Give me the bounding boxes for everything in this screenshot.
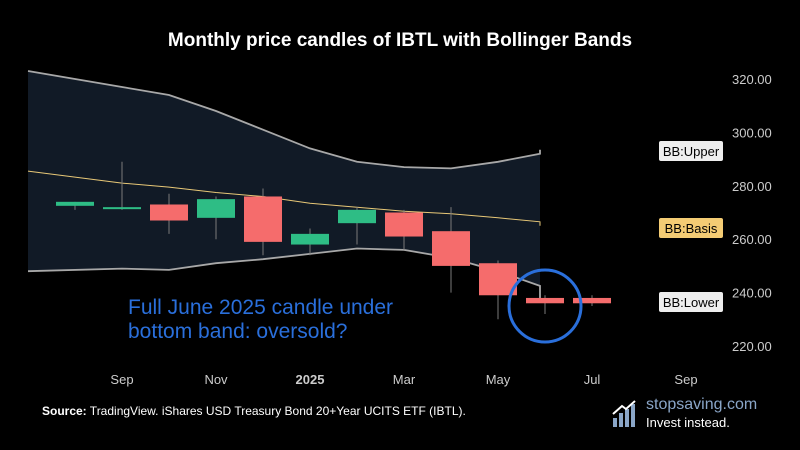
candle-body-2025-01 [291, 233, 329, 245]
y-axis: 220.00 240.00 260.00 280.00 300.00 320.00 [732, 72, 772, 354]
bb-lower-tag-bg [659, 292, 723, 312]
bb-basis-tag: BB:Basis [665, 221, 718, 236]
brand-tagline: Invest instead. [646, 415, 730, 430]
y-tick-label: 300.00 [732, 125, 772, 140]
candle-body-2024-11 [197, 199, 235, 218]
candle-body-2024-12 [244, 196, 282, 242]
candle-body-2025-02 [338, 209, 376, 224]
candle-body-2025-04 [432, 231, 470, 266]
x-tick-label: Jul [584, 372, 601, 387]
annotation-line-1: Full June 2025 candle under [128, 296, 393, 319]
x-axis: Sep Nov 2025 Mar May Jul Sep [110, 372, 697, 387]
x-tick-label: Mar [393, 372, 416, 387]
annotation-line-2: bottom band: oversold? [128, 320, 347, 343]
x-tick-label: May [486, 372, 511, 387]
x-tick-label: 2025 [296, 372, 325, 387]
candles-group [56, 161, 611, 320]
candle-body-2025-06 [526, 297, 564, 304]
y-tick-label: 260.00 [732, 232, 772, 247]
bar-chart-logo-icon [612, 400, 636, 427]
bb-basis-tag-bg [659, 218, 723, 238]
x-tick-label: Sep [110, 372, 133, 387]
candle-body-2024-09 [103, 207, 141, 210]
bb-upper-line [27, 70, 541, 170]
bb-upper-tag: BB:Upper [663, 144, 720, 159]
annotation-circle [507, 268, 583, 344]
brand-name: stopsaving.com [646, 396, 758, 413]
candle-body-2024-08 [56, 201, 94, 206]
source-note: Source: TradingView. iShares USD Treasur… [42, 404, 466, 418]
candle-body-2024-10 [150, 204, 188, 221]
y-tick-label: 220.00 [732, 339, 772, 354]
candle-body-2025-07 [573, 297, 611, 304]
candle-body-2025-05 [479, 263, 517, 296]
bb-upper-tag-bg [659, 141, 723, 161]
bb-basis-line [27, 170, 541, 226]
bb-tags: BB:Upper BB:Basis BB:Lower [659, 141, 723, 312]
bollinger-band-fill [28, 71, 540, 301]
y-tick-label: 280.00 [732, 179, 772, 194]
source-text: TradingView. iShares USD Treasury Bond 2… [86, 404, 466, 418]
y-tick-label: 320.00 [732, 72, 772, 87]
y-tick-label: 240.00 [732, 286, 772, 301]
bb-lower-tag: BB:Lower [663, 295, 720, 310]
source-label: Source: [42, 404, 87, 418]
x-tick-label: Sep [674, 372, 697, 387]
chart-title: Monthly price candles of IBTL with Bolli… [167, 30, 633, 51]
brand-logo: stopsaving.com Invest instead. [612, 396, 792, 432]
candle-body-2025-03 [385, 212, 423, 237]
x-tick-label: Nov [204, 372, 228, 387]
